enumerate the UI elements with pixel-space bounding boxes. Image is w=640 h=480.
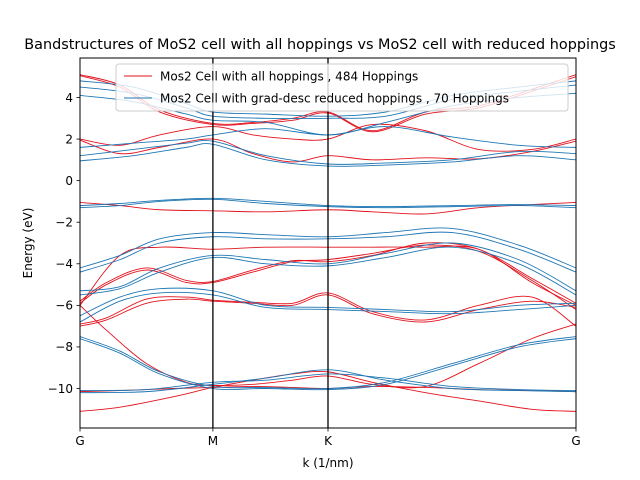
band-line-series-1-14: [80, 126, 576, 148]
band-line-series-0-2: [80, 305, 576, 389]
y-tick-label: −8: [55, 340, 73, 354]
y-tick-label: 2: [65, 132, 73, 146]
band-line-series-1-11: [80, 198, 576, 209]
band-line-series-1-4: [80, 287, 576, 317]
band-line-series-0-4: [80, 292, 576, 327]
band-line-series-1-13: [80, 139, 576, 165]
band-line-series-1-8: [80, 227, 576, 269]
band-line-series-1-9: [80, 231, 576, 273]
x-tick-label: G: [571, 434, 580, 448]
y-tick-label: −2: [55, 216, 73, 230]
band-line-series-1-5: [80, 291, 576, 323]
band-line-series-1-10: [80, 197, 576, 208]
band-line-series-0-10: [80, 123, 576, 152]
high-symmetry-lines: [212, 58, 329, 428]
legend: Mos2 Cell with all hoppings , 484 Hoppin…: [115, 63, 569, 112]
band-line-series-1-7: [80, 246, 576, 296]
legend-label-all-hoppings: Mos2 Cell with all hoppings , 484 Hoppin…: [160, 70, 418, 84]
x-axis-label: k (1/nm): [302, 456, 353, 470]
y-tick-label: 4: [65, 91, 73, 105]
x-tick-label: K: [324, 434, 333, 448]
legend-label-reduced-hoppings: Mos2 Cell with grad-desc reduced hopping…: [160, 92, 509, 106]
band-line-series-1-3: [80, 338, 576, 391]
band-line-series-0-0: [80, 370, 576, 412]
band-line-series-1-2: [80, 336, 576, 390]
x-tick-label: G: [75, 434, 84, 448]
y-axis-ticks: −10 −8 −6 −4 −2 0 2 4: [48, 91, 80, 396]
y-tick-label: −10: [48, 382, 73, 396]
y-tick-label: 0: [65, 174, 73, 188]
legend-box: [115, 63, 569, 112]
y-axis-label: Energy (eV): [21, 208, 35, 279]
band-line-series-1-6: [80, 242, 576, 292]
band-line-series-1-12: [80, 143, 576, 167]
y-tick-label: −6: [55, 299, 73, 313]
x-tick-label: M: [208, 434, 218, 448]
y-tick-label: −4: [55, 257, 73, 271]
chart-title: Bandstructures of MoS2 cell with all hop…: [24, 37, 615, 53]
